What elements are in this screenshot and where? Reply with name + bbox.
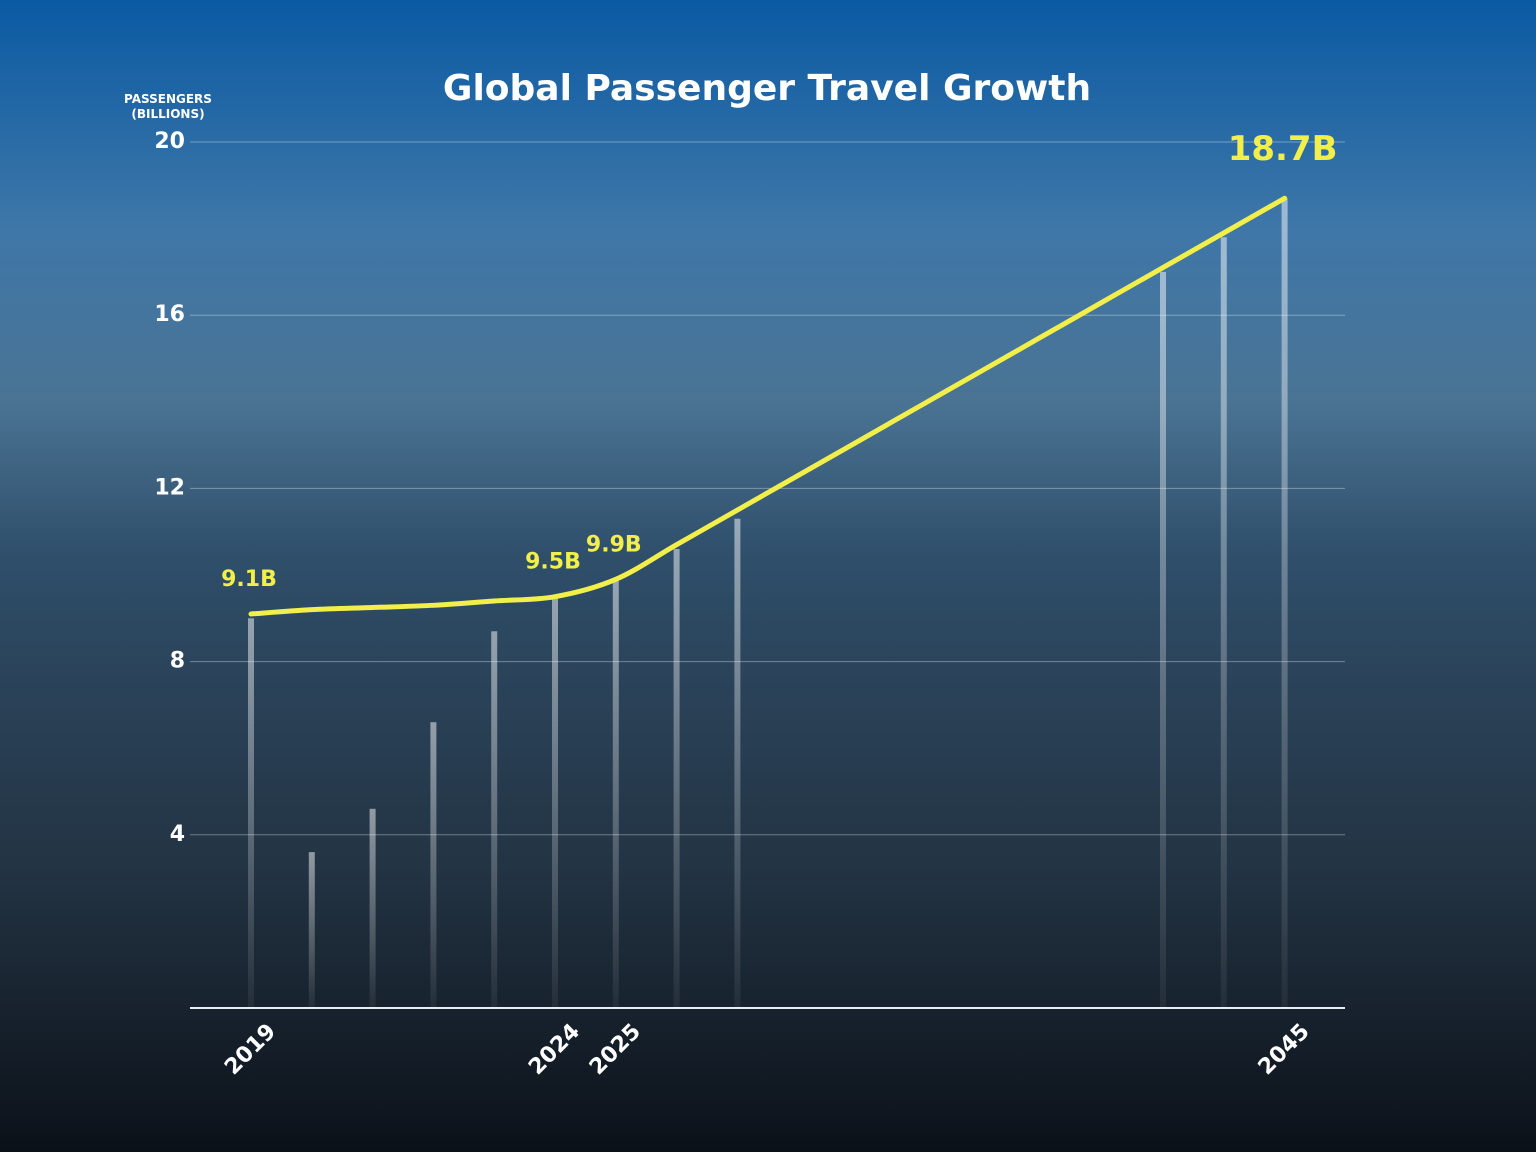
bar (673, 549, 680, 1008)
chart-title: Global Passenger Travel Growth (443, 68, 1091, 109)
data-label: 18.7B (1228, 129, 1338, 169)
data-label: 9.5B (525, 550, 581, 575)
y-tick-label: 12 (154, 475, 185, 500)
y-tick-label: 16 (154, 302, 185, 327)
x-tick-label: 2025 (585, 1019, 646, 1080)
data-label: 9.9B (586, 532, 642, 557)
bar (734, 518, 741, 1008)
bar (612, 579, 619, 1008)
x-tick-label: 2045 (1254, 1019, 1315, 1080)
bar (308, 852, 315, 1008)
y-tick-label: 20 (154, 129, 185, 154)
y-tick-label: 8 (170, 649, 185, 674)
bar (430, 722, 437, 1008)
x-tick-label: 2024 (524, 1019, 585, 1080)
data-label: 9.1B (221, 567, 277, 592)
bar (1160, 271, 1166, 1008)
bar (491, 631, 498, 1008)
line (248, 195, 1288, 617)
bar (248, 618, 254, 1008)
bar (552, 596, 558, 1008)
bar (1220, 237, 1227, 1008)
bar (369, 808, 376, 1008)
bar (1281, 198, 1288, 1009)
y-tick-label: 4 (170, 822, 185, 847)
x-tick-label: 2019 (220, 1019, 281, 1080)
y-axis-label: PASSENGERS (BILLIONS) (124, 92, 212, 121)
